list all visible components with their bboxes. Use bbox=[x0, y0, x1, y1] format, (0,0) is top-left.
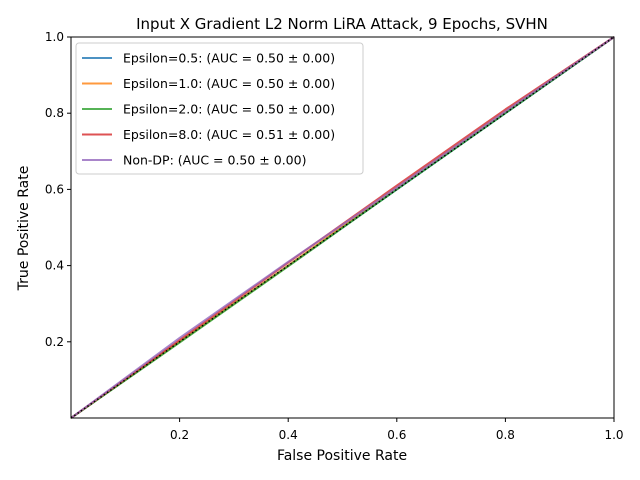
y-tick-label-0: 0.2 bbox=[45, 335, 64, 349]
y-tick-label-3: 0.8 bbox=[45, 106, 64, 120]
legend-entries: Epsilon=0.5: (AUC = 0.50 ± 0.00) Epsilon=… bbox=[82, 51, 335, 168]
plot-frame bbox=[70, 36, 615, 419]
legend-label-4: Non-DP: (AUC = 0.50 ± 0.00) bbox=[123, 153, 306, 168]
y-tick-label-2: 0.6 bbox=[45, 182, 64, 196]
legend-label-0: Epsilon=0.5: (AUC = 0.50 ± 0.00) bbox=[123, 51, 335, 66]
legend-label-1: Epsilon=1.0: (AUC = 0.50 ± 0.00) bbox=[123, 76, 335, 91]
y-tick-label-4: 1.0 bbox=[45, 30, 64, 44]
x-tick-label-1: 0.4 bbox=[279, 428, 298, 442]
x-tick-label-4: 1.0 bbox=[604, 428, 623, 442]
y-axis-label: True Positive Rate bbox=[16, 166, 32, 292]
legend-frame bbox=[75, 42, 364, 175]
chart-title: Input X Gradient L2 Norm LiRA Attack, 9 … bbox=[136, 15, 548, 33]
x-tick-label-3: 0.8 bbox=[496, 428, 515, 442]
y-tick-label-1: 0.4 bbox=[45, 259, 64, 273]
legend: Epsilon=0.5: (AUC = 0.50 ± 0.00) Epsilon=… bbox=[75, 42, 364, 175]
legend-label-3: Epsilon=8.0: (AUC = 0.51 ± 0.00) bbox=[123, 127, 335, 142]
x-axis-label: False Positive Rate bbox=[277, 448, 407, 464]
x-axis-ticks: 0.2 0.4 0.6 0.8 1.0 bbox=[170, 418, 624, 442]
chance-reference-line bbox=[70, 36, 615, 419]
reference-layer bbox=[70, 36, 615, 419]
series-line-4 bbox=[70, 36, 615, 419]
y-axis-ticks: 0.2 0.4 0.6 0.8 1.0 bbox=[45, 30, 71, 349]
x-tick-label-2: 0.6 bbox=[387, 428, 406, 442]
legend-label-2: Epsilon=2.0: (AUC = 0.50 ± 0.00) bbox=[123, 102, 335, 117]
x-tick-label-0: 0.2 bbox=[170, 428, 189, 442]
